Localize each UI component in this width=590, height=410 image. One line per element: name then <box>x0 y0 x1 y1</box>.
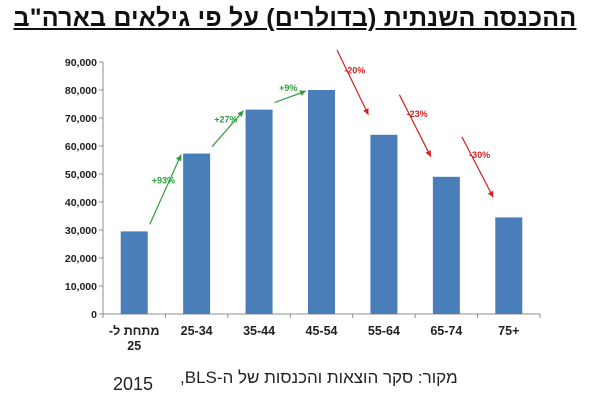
y-tick-label: 90,000 <box>65 57 97 69</box>
x-tick-label: מתחת ל- <box>109 324 160 338</box>
change-label: -30% <box>469 150 490 160</box>
y-tick-label: 80,000 <box>65 85 97 97</box>
bar <box>370 134 398 314</box>
x-tick-label: 45-54 <box>306 324 338 338</box>
bar <box>495 217 523 314</box>
x-tick-label: +75 <box>498 324 519 338</box>
change-arrow <box>149 154 182 225</box>
chart-title: ההכנסה השנתית (בדולרים) על פי גילאים באר… <box>13 4 577 32</box>
x-tick-label: 55-64 <box>368 324 400 338</box>
bar <box>245 109 273 314</box>
x-tick-label: 25-34 <box>181 324 213 338</box>
change-label: -23% <box>407 109 428 119</box>
y-tick-label: 0 <box>91 309 97 321</box>
change-label: +9% <box>279 83 297 93</box>
bar <box>183 153 211 314</box>
x-tick-label: 35-44 <box>243 324 275 338</box>
change-label: -20% <box>344 65 365 75</box>
y-tick-label: 40,000 <box>65 197 97 209</box>
x-tick-label: 25 <box>127 339 141 353</box>
bar <box>432 176 460 314</box>
bar <box>120 231 148 314</box>
change-arrow <box>336 49 369 116</box>
x-tick-label: 65-74 <box>430 324 462 338</box>
y-tick-label: 70,000 <box>65 113 97 125</box>
y-tick-label: 60,000 <box>65 141 97 153</box>
change-arrow <box>398 94 432 158</box>
change-arrow <box>461 136 494 198</box>
bar <box>308 90 335 314</box>
change-label: +93% <box>152 175 175 185</box>
change-arrow <box>274 90 307 104</box>
y-tick-label: 50,000 <box>65 169 97 181</box>
y-tick-label: 20,000 <box>65 253 97 265</box>
y-tick-label: 30,000 <box>65 225 97 237</box>
change-arrow <box>211 110 245 147</box>
change-label: +27% <box>214 115 237 125</box>
y-tick-label: 10,000 <box>65 281 97 293</box>
source-year: 2015 <box>113 374 154 394</box>
source-note: מקור: סקר הוצאות והכנסות של ה-BLS, <box>180 368 458 387</box>
